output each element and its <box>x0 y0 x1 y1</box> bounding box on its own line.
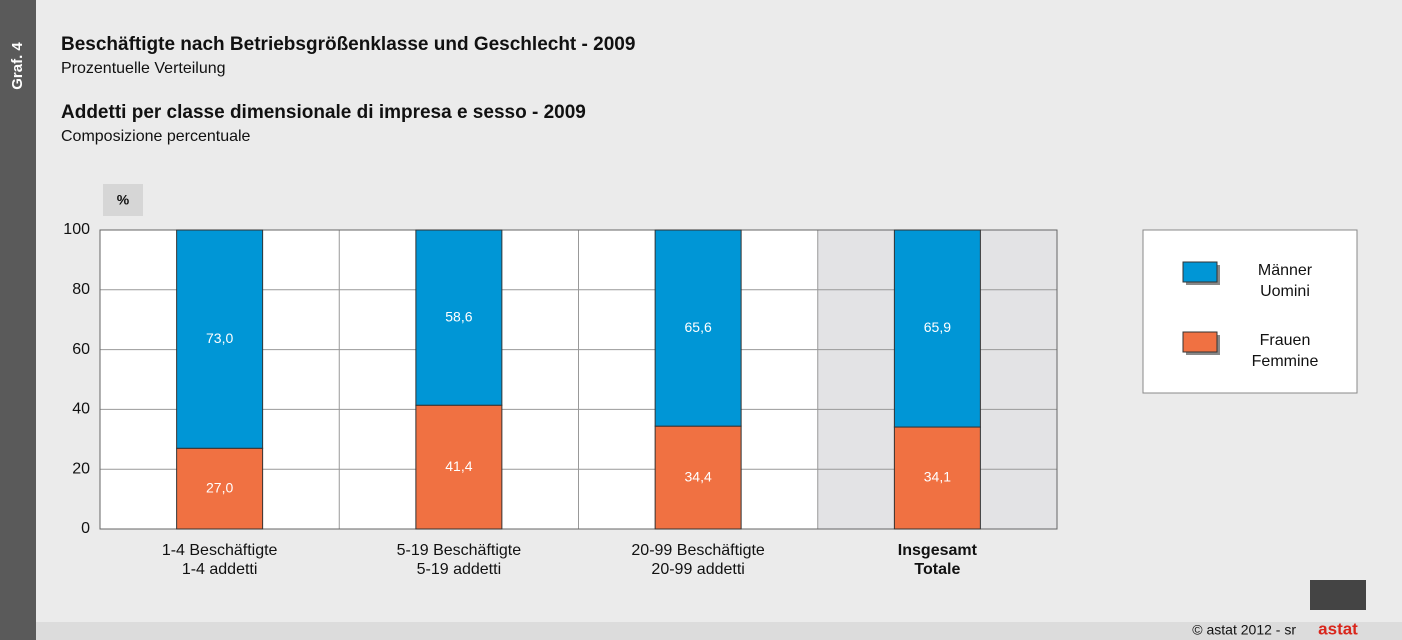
legend-label: Frauen <box>1260 332 1311 349</box>
y-tick-label: 60 <box>72 341 90 358</box>
plot-border <box>99 229 1058 530</box>
legend-swatch <box>1182 261 1218 283</box>
value-label: 58,6 <box>445 308 472 324</box>
value-label: 41,4 <box>445 458 472 474</box>
x-tick-label: 1-4 addetti <box>182 561 258 578</box>
y-tick-label: 100 <box>63 221 90 238</box>
side-strip <box>0 0 36 640</box>
bar-segment <box>176 229 264 449</box>
footer-strip <box>36 622 1402 640</box>
bar-segment <box>654 229 742 427</box>
chart-subtitle-it: Composizione percentuale <box>61 128 251 145</box>
value-label: 34,4 <box>685 468 712 484</box>
legend-swatch <box>1182 331 1218 353</box>
value-label: 34,1 <box>924 469 951 485</box>
logo-shape <box>1310 580 1366 610</box>
legend-box <box>1142 229 1358 394</box>
y-tick-label: 40 <box>72 401 90 418</box>
chart-title: Beschäftigte nach Betriebsgrößenklasse u… <box>61 34 635 55</box>
x-tick-label: Totale <box>914 561 960 578</box>
x-tick-label: 5-19 addetti <box>417 561 502 578</box>
value-label: 73,0 <box>206 330 233 346</box>
x-tick-label: 1-4 Beschäftigte <box>162 542 278 559</box>
bar-segment <box>176 447 264 530</box>
x-tick-label: 20-99 Beschäftigte <box>631 542 765 559</box>
bar-segment <box>893 229 981 428</box>
legend-label: Uomini <box>1260 283 1310 300</box>
value-label: 65,9 <box>924 319 951 335</box>
footer: © astat 2012 - sr <box>1192 622 1296 638</box>
y-tick-label: 80 <box>72 281 90 298</box>
y-label-box <box>103 184 143 216</box>
x-tick-label: 5-19 Beschäftigte <box>397 542 522 559</box>
side-label: Graf. 4 <box>9 42 26 90</box>
bar-segment <box>654 425 742 530</box>
y-tick-label: 20 <box>72 460 90 477</box>
x-tick-label: 20-99 addetti <box>651 561 744 578</box>
x-tick-label: Insgesamt <box>898 542 978 559</box>
y-tick-label: 0 <box>81 520 90 537</box>
chart-title-it: Addetti per classe dimensionale di impre… <box>61 102 586 123</box>
bar-segment <box>415 229 503 406</box>
value-label: 65,6 <box>685 319 712 335</box>
y-axis-label: % <box>117 192 130 208</box>
bar-segment <box>893 426 981 530</box>
logo: astat <box>1318 619 1358 638</box>
value-label: 27,0 <box>206 479 233 495</box>
chart-subtitle: Prozentuelle Verteilung <box>61 60 226 77</box>
legend-label: Femmine <box>1252 353 1319 370</box>
legend-label: Männer <box>1258 262 1313 279</box>
